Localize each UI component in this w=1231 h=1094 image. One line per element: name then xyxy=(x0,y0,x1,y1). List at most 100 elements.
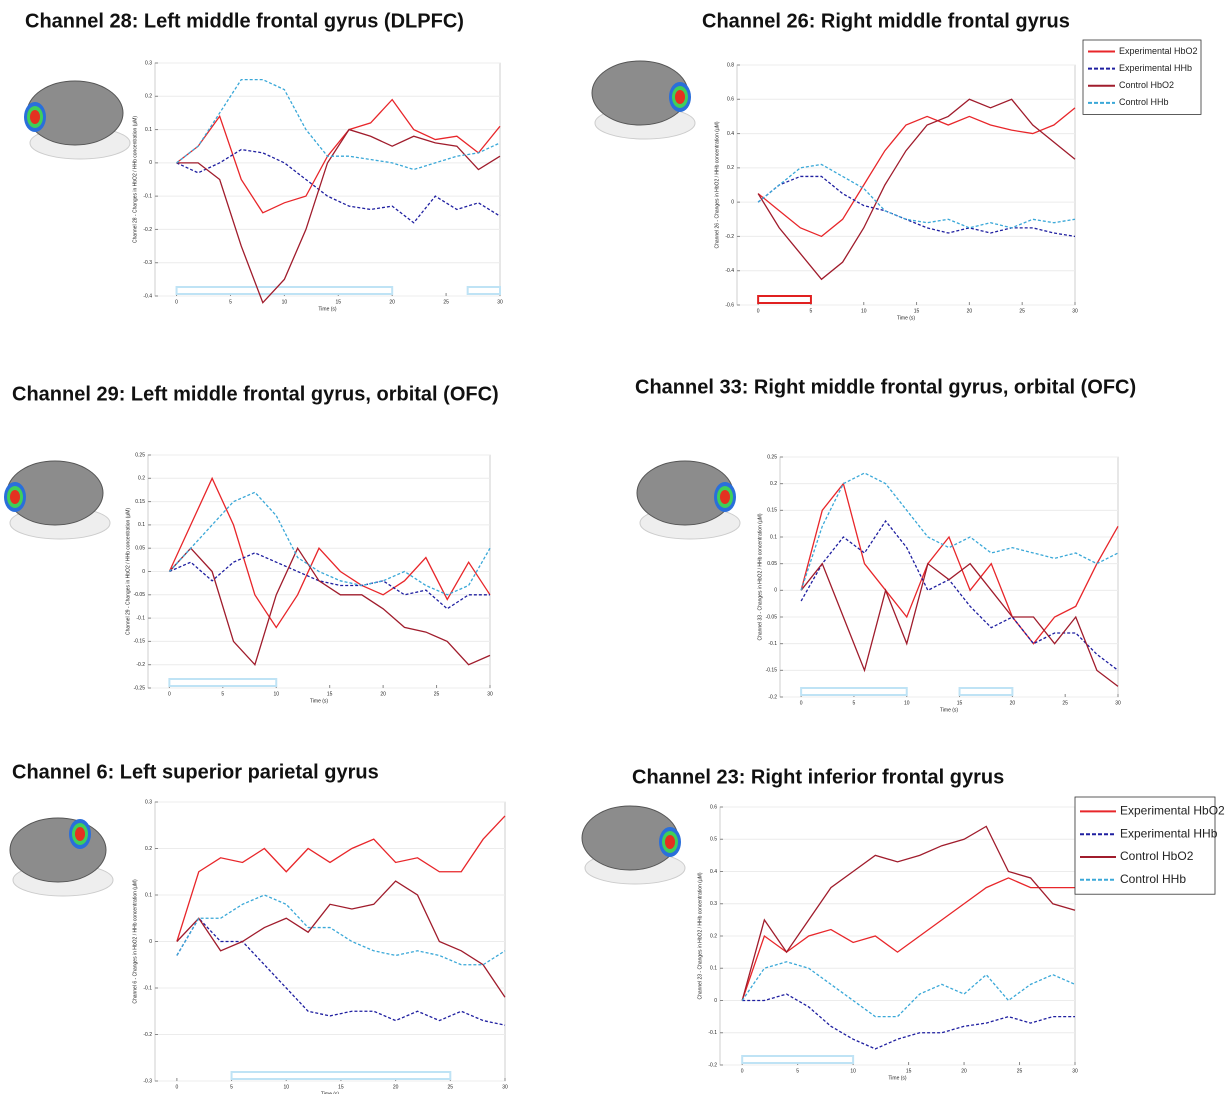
x-tick-label: 5 xyxy=(853,700,856,706)
x-tick-label: 30 xyxy=(502,1084,508,1090)
x-tick-label: 0 xyxy=(741,1068,744,1074)
y-tick-label: 0.6 xyxy=(727,97,734,103)
series-line xyxy=(177,80,500,170)
y-tick-label: 0.6 xyxy=(710,804,717,810)
stimulus-block xyxy=(232,1072,451,1079)
y-tick-label: -0.1 xyxy=(768,641,777,647)
y-axis-label: Channel 28 - Changes in HbO2 / HHb conce… xyxy=(132,116,138,243)
x-tick-label: 30 xyxy=(1072,1068,1078,1074)
series-line xyxy=(801,564,1118,687)
y-axis-label: Channel 6 - Changes in HbO2 / HHb concen… xyxy=(132,879,138,1004)
y-tick-label: 0.3 xyxy=(145,799,152,805)
chart-title: Channel 28: Left middle frontal gyrus (D… xyxy=(25,10,464,32)
y-tick-label: 0 xyxy=(142,569,145,575)
legend-label: Experimental HbO2 xyxy=(1120,804,1225,818)
y-tick-label: -0.15 xyxy=(766,668,778,674)
series-line xyxy=(742,878,1075,1001)
x-tick-label: 25 xyxy=(448,1084,454,1090)
activation-inner xyxy=(10,490,20,504)
x-tick-label: 5 xyxy=(796,1068,799,1074)
y-tick-label: 0.8 xyxy=(727,62,734,68)
x-tick-label: 15 xyxy=(957,700,963,706)
series-line xyxy=(177,895,505,965)
plot-frame xyxy=(155,63,500,296)
series-line xyxy=(758,108,1075,237)
x-tick-label: 10 xyxy=(850,1068,856,1074)
panel: Channel 28: Left middle frontal gyrus (D… xyxy=(24,10,503,312)
panel: Channel 6: Left superior parietal gyrus -… xyxy=(10,761,508,1094)
series-line xyxy=(801,473,1118,590)
y-tick-label: -0.2 xyxy=(725,234,734,240)
legend-label: Experimental HHb xyxy=(1120,826,1218,840)
x-tick-label: 0 xyxy=(800,700,803,706)
y-tick-label: 0.1 xyxy=(710,966,717,972)
x-tick-label: 15 xyxy=(914,308,920,314)
y-tick-label: -0.2 xyxy=(708,1062,717,1068)
series-line xyxy=(758,164,1075,227)
legend-label: Experimental HbO2 xyxy=(1119,46,1198,56)
y-tick-label: 0.4 xyxy=(710,869,717,875)
activation-inner xyxy=(720,490,730,504)
y-tick-label: -0.3 xyxy=(143,1078,152,1084)
x-axis-label: Time (s) xyxy=(897,315,915,321)
y-tick-label: 0.2 xyxy=(770,481,777,487)
stimulus-block xyxy=(742,1056,853,1063)
x-tick-label: 10 xyxy=(861,308,867,314)
y-axis-label: Channel 26 - Changes in HbO2 / HHb conce… xyxy=(714,121,720,248)
legend-label: Control HHb xyxy=(1120,872,1186,886)
y-tick-label: 0.3 xyxy=(710,901,717,907)
panel: Channel 23: Right inferior frontal gyrus… xyxy=(582,766,1225,1081)
chart-title: Channel 26: Right middle frontal gyrus xyxy=(702,10,1070,32)
x-axis-label: Time (s) xyxy=(318,306,336,312)
x-tick-label: 30 xyxy=(1072,308,1078,314)
y-tick-label: -0.25 xyxy=(134,685,146,691)
y-tick-label: 0.2 xyxy=(145,94,152,100)
panel: Channel 33: Right middle frontal gyrus, … xyxy=(635,376,1136,713)
x-tick-label: 25 xyxy=(1017,1068,1023,1074)
stimulus-block xyxy=(758,296,811,303)
series-line xyxy=(177,881,505,997)
series-line xyxy=(742,962,1075,1017)
x-tick-label: 10 xyxy=(282,299,288,305)
activation-inner xyxy=(675,90,685,104)
panel: Channel 26: Right middle frontal gyrus -0… xyxy=(592,10,1201,321)
y-tick-label: 0.5 xyxy=(710,837,717,843)
y-tick-label: 0.2 xyxy=(138,476,145,482)
y-tick-label: 0.25 xyxy=(135,452,145,458)
activation-inner xyxy=(665,835,675,849)
x-tick-label: 20 xyxy=(961,1068,967,1074)
y-axis-label: Channel 29 - Changes in HbO2 / HHb conce… xyxy=(125,508,131,635)
x-tick-label: 25 xyxy=(1062,700,1068,706)
x-tick-label: 30 xyxy=(487,691,493,697)
series-line xyxy=(169,553,490,609)
y-tick-label: -0.2 xyxy=(143,227,152,233)
series-line xyxy=(177,150,500,223)
x-tick-label: 20 xyxy=(393,1084,399,1090)
y-tick-label: -0.2 xyxy=(143,1032,152,1038)
series-line xyxy=(169,548,490,665)
y-tick-label: -0.2 xyxy=(136,662,145,668)
y-tick-label: 0.4 xyxy=(727,131,734,137)
y-tick-label: 0.25 xyxy=(767,454,777,460)
x-axis-label: Time (s) xyxy=(310,698,328,704)
chart-title: Channel 6: Left superior parietal gyrus xyxy=(12,761,379,783)
y-tick-label: -0.1 xyxy=(136,615,145,621)
x-tick-label: 30 xyxy=(497,299,503,305)
series-line xyxy=(758,99,1075,279)
y-tick-label: 0.3 xyxy=(145,60,152,66)
y-tick-label: 0 xyxy=(731,199,734,205)
x-tick-label: 10 xyxy=(904,700,910,706)
y-tick-label: 0.15 xyxy=(135,499,145,505)
y-tick-label: -0.1 xyxy=(708,1030,717,1036)
y-tick-label: -0.3 xyxy=(143,260,152,266)
y-tick-label: 0.05 xyxy=(767,561,777,567)
y-tick-label: 0.1 xyxy=(145,892,152,898)
x-tick-label: 20 xyxy=(967,308,973,314)
series-line xyxy=(742,826,1075,1000)
y-axis-label: Channel 33 - Changes in HbO2 / HHb conce… xyxy=(757,513,763,640)
y-tick-label: 0.15 xyxy=(767,508,777,514)
y-tick-label: -0.6 xyxy=(725,302,734,308)
x-tick-label: 25 xyxy=(443,299,449,305)
x-tick-label: 30 xyxy=(1115,700,1121,706)
legend-label: Control HbO2 xyxy=(1119,80,1174,90)
